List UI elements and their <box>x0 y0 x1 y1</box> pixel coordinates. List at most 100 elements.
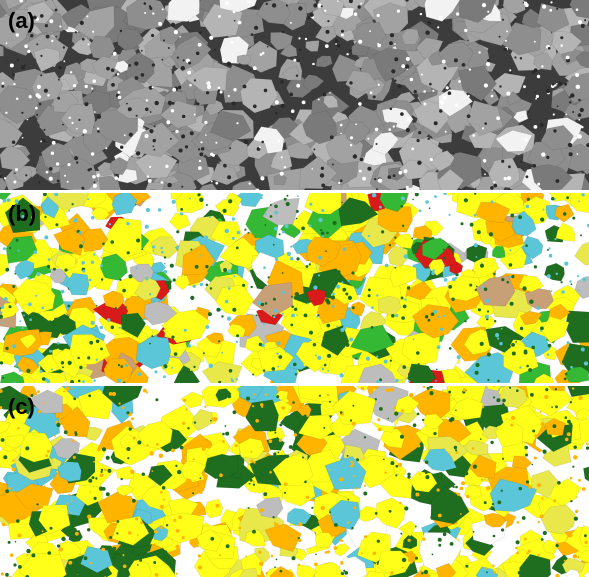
texture <box>296 314 298 316</box>
texture <box>320 229 322 231</box>
texture <box>200 255 202 257</box>
texture <box>578 396 582 400</box>
texture <box>295 292 299 296</box>
texture <box>285 571 288 574</box>
texture <box>313 148 315 150</box>
texture <box>119 279 121 281</box>
texture <box>421 572 423 574</box>
texture <box>42 377 46 381</box>
texture <box>325 551 328 554</box>
texture <box>23 314 25 316</box>
texture <box>143 389 147 393</box>
texture <box>18 250 20 252</box>
texture <box>228 95 230 97</box>
texture <box>95 477 97 479</box>
texture <box>172 102 175 105</box>
texture <box>352 405 354 407</box>
texture <box>586 443 589 446</box>
texture <box>6 42 8 44</box>
texture <box>297 195 299 197</box>
texture <box>482 127 484 129</box>
texture <box>285 224 289 228</box>
texture <box>8 487 11 490</box>
texture <box>464 320 466 322</box>
texture <box>181 134 185 138</box>
texture <box>493 181 495 183</box>
texture <box>284 483 287 486</box>
texture <box>279 423 282 426</box>
texture <box>48 551 52 555</box>
texture <box>58 79 60 81</box>
texture <box>525 244 528 247</box>
texture <box>133 437 136 440</box>
texture <box>484 122 487 125</box>
texture <box>210 537 214 541</box>
texture <box>212 154 215 157</box>
texture <box>30 34 33 37</box>
texture <box>455 486 458 489</box>
texture <box>121 478 123 480</box>
texture <box>439 109 442 112</box>
texture <box>198 43 202 47</box>
texture <box>82 38 85 41</box>
texture <box>371 326 374 329</box>
texture <box>171 449 175 453</box>
texture <box>358 5 361 8</box>
texture <box>282 272 284 274</box>
texture <box>282 313 284 315</box>
texture <box>237 55 251 65</box>
texture <box>120 365 123 368</box>
texture <box>433 432 436 435</box>
texture <box>399 502 401 504</box>
texture <box>533 164 537 168</box>
texture <box>376 143 378 145</box>
texture <box>43 192 47 196</box>
texture <box>249 483 251 485</box>
texture <box>407 475 410 478</box>
texture <box>395 314 398 317</box>
texture <box>494 571 497 574</box>
texture <box>360 233 362 235</box>
texture <box>374 178 376 180</box>
texture <box>158 208 161 211</box>
texture <box>530 118 532 120</box>
texture <box>566 56 570 60</box>
texture <box>378 428 382 432</box>
texture <box>128 64 131 67</box>
texture <box>501 278 504 281</box>
texture <box>82 270 85 273</box>
texture <box>480 264 484 268</box>
texture <box>36 114 38 116</box>
texture <box>406 57 410 61</box>
texture <box>61 537 65 541</box>
texture <box>487 310 489 312</box>
texture <box>307 303 309 305</box>
texture <box>581 126 583 128</box>
texture <box>199 31 202 34</box>
texture <box>198 554 201 557</box>
texture <box>443 96 447 100</box>
texture <box>534 265 537 268</box>
texture <box>222 433 225 436</box>
texture <box>526 480 529 483</box>
texture <box>22 327 24 329</box>
texture <box>55 9 58 12</box>
texture <box>273 316 275 318</box>
texture <box>309 331 313 335</box>
texture <box>57 342 60 345</box>
texture <box>138 372 142 376</box>
texture <box>501 328 503 330</box>
texture <box>454 58 458 62</box>
texture <box>526 175 529 178</box>
texture <box>44 485 46 487</box>
texture <box>393 125 395 127</box>
texture <box>68 361 72 365</box>
texture <box>379 206 382 209</box>
texture <box>12 285 15 288</box>
texture <box>579 346 582 349</box>
texture <box>482 406 484 408</box>
texture <box>581 24 585 28</box>
texture <box>265 302 268 305</box>
texture <box>534 41 536 43</box>
texture <box>231 379 234 382</box>
